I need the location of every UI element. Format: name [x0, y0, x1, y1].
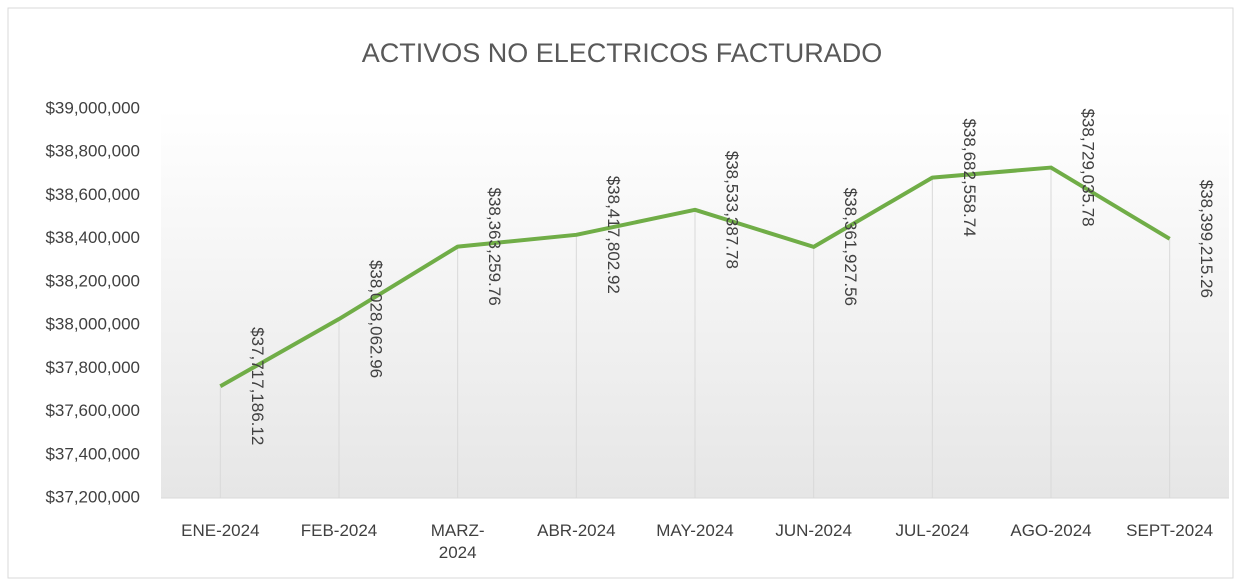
data-label: $38,028,062.96: [367, 260, 386, 378]
chart-title: ACTIVOS NO ELECTRICOS FACTURADO: [362, 38, 883, 68]
y-tick-label: $37,600,000: [45, 401, 140, 420]
x-tick-label: AGO-2024: [1010, 521, 1092, 540]
y-tick-label: $38,400,000: [45, 228, 140, 247]
x-tick-label: JUL-2024: [895, 521, 970, 540]
y-tick-label: $38,000,000: [45, 315, 140, 334]
x-tick-label: MAY-2024: [656, 521, 734, 540]
x-tick-label: JUN-2024: [775, 521, 852, 540]
data-label: $38,417,802.92: [604, 176, 623, 294]
y-tick-label: $38,800,000: [45, 142, 140, 161]
x-tick-label: SEPT-2024: [1126, 521, 1214, 540]
y-tick-label: $38,600,000: [45, 185, 140, 204]
data-label: $38,399,215.26: [1197, 180, 1216, 298]
y-tick-label: $38,200,000: [45, 271, 140, 290]
x-tick-label: ABR-2024: [537, 521, 616, 540]
y-tick-label: $37,200,000: [45, 487, 140, 506]
data-label: $38,361,927.56: [841, 188, 860, 306]
data-label: $38,533,387.78: [723, 151, 742, 269]
y-tick-label: $39,000,000: [45, 98, 140, 117]
data-label: $38,363,259.76: [485, 188, 504, 306]
x-tick-label: MARZ- 2024: [430, 521, 485, 562]
data-line: [219, 165, 1171, 388]
y-tick-label: $37,400,000: [45, 444, 140, 463]
y-tick-label: $37,800,000: [45, 358, 140, 377]
x-tick-label: FEB-2024: [300, 521, 378, 540]
data-label: $38,729,035.78: [1079, 108, 1098, 226]
x-tick-label: ENE-2024: [181, 521, 260, 540]
data-label: $37,717,186.12: [248, 327, 267, 445]
data-label: $38,682,558.74: [960, 119, 979, 237]
